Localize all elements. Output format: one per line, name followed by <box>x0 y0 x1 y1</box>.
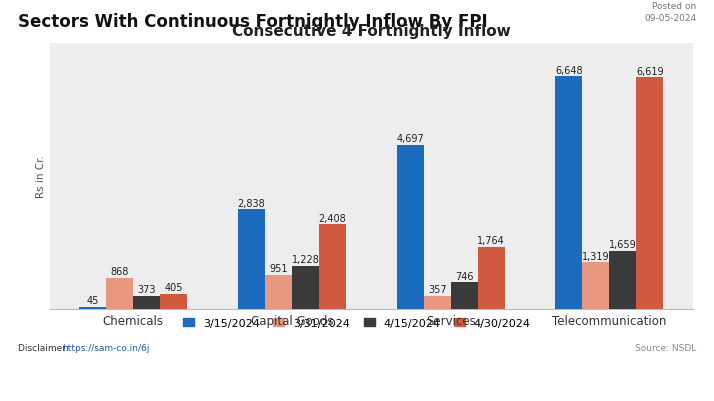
Text: 6,619: 6,619 <box>636 67 664 76</box>
Bar <box>397 145 423 309</box>
Text: 6,648: 6,648 <box>555 65 583 75</box>
Title: Consecutive 4 Fortnightly Inflow: Consecutive 4 Fortnightly Inflow <box>232 24 511 39</box>
Text: 2,408: 2,408 <box>318 213 346 223</box>
Bar <box>265 275 292 309</box>
Text: Posted on
09-05-2024: Posted on 09-05-2024 <box>644 2 696 23</box>
Text: 868: 868 <box>111 267 129 277</box>
Text: 1,319: 1,319 <box>582 251 610 261</box>
Bar <box>106 279 134 309</box>
Y-axis label: Rs in Cr.: Rs in Cr. <box>36 155 46 198</box>
Text: 4,697: 4,697 <box>396 133 424 143</box>
Text: 373: 373 <box>137 284 156 294</box>
Text: 405: 405 <box>164 283 183 293</box>
Text: #SAMSHOTS: #SAMSHOTS <box>18 373 117 387</box>
Bar <box>451 283 478 309</box>
Text: 2,838: 2,838 <box>238 198 266 208</box>
Text: https://sam-co.in/6j: https://sam-co.in/6j <box>62 343 149 352</box>
Text: 1,764: 1,764 <box>477 235 505 245</box>
Text: Source: NSDL: Source: NSDL <box>635 343 696 352</box>
Bar <box>636 78 663 309</box>
Bar <box>134 296 160 309</box>
Text: 746: 746 <box>455 271 473 281</box>
Text: 951: 951 <box>269 264 288 274</box>
Text: Sectors With Continuous Fortnightly Inflow By FPI: Sectors With Continuous Fortnightly Infl… <box>18 13 488 31</box>
Text: Disclaimer:: Disclaimer: <box>18 343 71 352</box>
Text: «SAMCO: «SAMCO <box>630 373 696 387</box>
Bar <box>79 307 106 309</box>
Bar <box>319 225 346 309</box>
Bar <box>609 251 636 309</box>
Legend: 3/15/2024, 3/31/2024, 4/15/2024, 4/30/2024: 3/15/2024, 3/31/2024, 4/15/2024, 4/30/20… <box>178 313 536 332</box>
Bar <box>292 266 319 309</box>
Text: 357: 357 <box>428 284 446 294</box>
Bar <box>160 295 187 309</box>
Bar <box>555 77 583 309</box>
Bar <box>583 263 609 309</box>
Text: 1,659: 1,659 <box>609 239 637 249</box>
Text: 45: 45 <box>86 295 99 305</box>
Bar <box>478 247 505 309</box>
Bar <box>423 296 451 309</box>
Text: 1,228: 1,228 <box>291 254 319 264</box>
Bar <box>238 210 265 309</box>
